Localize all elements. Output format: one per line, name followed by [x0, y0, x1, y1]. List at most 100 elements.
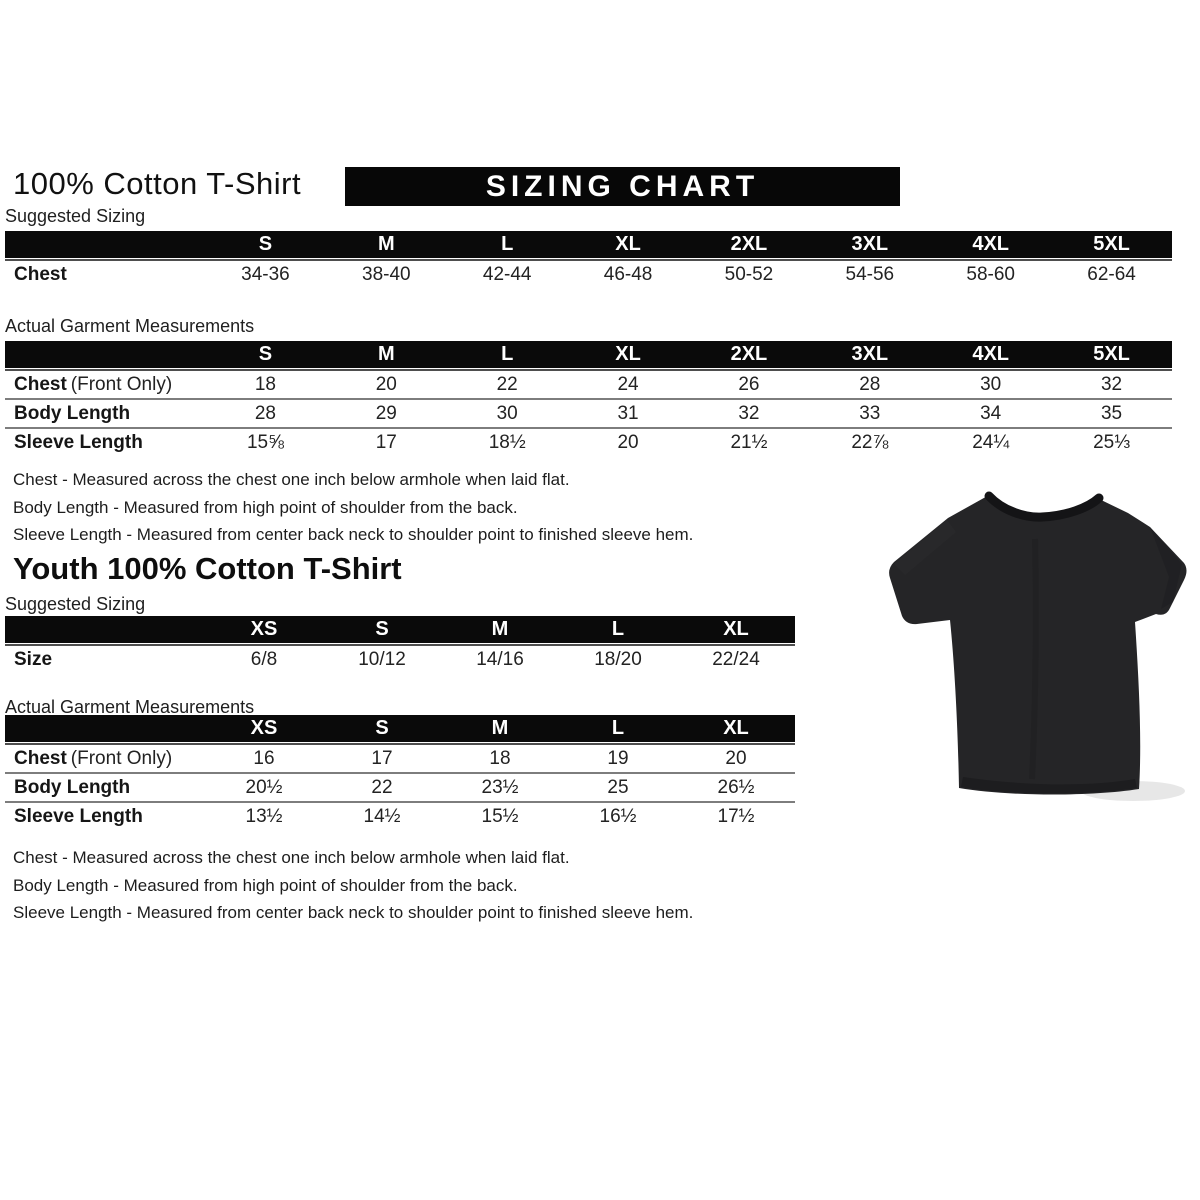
row-label: Size	[14, 648, 53, 670]
adult-suggested-sizing-label: Suggested Sizing	[5, 206, 146, 226]
table-cell: 50-52	[724, 263, 774, 285]
row-separator	[5, 801, 795, 803]
adult-measurement-notes: Chest - Measured across the chest one in…	[13, 466, 913, 549]
table-divider	[5, 743, 795, 745]
table-cell: 20	[617, 431, 639, 453]
row-cells: 34-36 38-40 42-44 46-48 50-52 54-56 58-60 62-64	[205, 264, 1172, 286]
table-cell: M	[491, 717, 509, 739]
table-cell: 34	[980, 402, 1002, 424]
table-cell: XL	[723, 717, 749, 739]
page-title: 100% Cotton T-Shirt	[13, 166, 302, 201]
table-row: Chest (Front Only) 16 17 18 19 20	[5, 745, 795, 772]
table-cell: 31	[617, 402, 639, 424]
table-header-row: XS S M L XL	[5, 616, 795, 643]
table-cell: 58-60	[966, 263, 1015, 285]
table-cell: 4XL	[972, 343, 1010, 365]
table-cell: L	[501, 233, 514, 255]
sizing-chart-banner: SIZING CHART	[345, 167, 900, 206]
row-cells: 28 29 30 31 32 33 34 35	[205, 403, 1172, 425]
table-cell: XS	[250, 717, 278, 739]
table-cell: 38-40	[362, 263, 411, 285]
table-cell: 24	[617, 373, 639, 395]
table-cell: 3XL	[851, 233, 889, 255]
header-cells: S M L XL 2XL 3XL 4XL 5XL	[205, 233, 1172, 256]
table-cell: 28	[254, 402, 276, 424]
table-cell: 16½	[599, 805, 637, 827]
table-cell: 54-56	[845, 263, 895, 285]
table-cell: 26½	[717, 776, 755, 798]
table-header-row: XS S M L XL	[5, 715, 795, 742]
table-cell: 4XL	[972, 233, 1010, 255]
table-cell: 35	[1100, 402, 1123, 424]
table-cell: S	[375, 717, 389, 739]
table-cell: 42-44	[482, 263, 532, 285]
table-header-row: S M L XL 2XL 3XL 4XL 5XL	[5, 341, 1172, 368]
table-cell: S	[375, 618, 389, 640]
table-row: Size 6/8 10/12 14/16 18/20 22/24	[5, 646, 795, 673]
table-cell: 18½	[488, 431, 526, 453]
table-cell: 5XL	[1093, 343, 1130, 365]
note-line: Chest - Measured across the chest one in…	[13, 470, 570, 489]
table-cell: 5XL	[1093, 233, 1130, 255]
youth-title: Youth 100% Cotton T-Shirt	[13, 551, 402, 586]
table-row: Body Length 28 29 30 31 32 33 34 35	[5, 400, 1172, 427]
table-header-row: S M L XL 2XL 3XL 4XL 5XL	[5, 231, 1172, 258]
youth-suggested-sizing-table: XS S M L XL Size 6/8 10/12 14/16 18/20 22/24	[5, 616, 795, 673]
table-cell: 28	[859, 373, 881, 395]
table-cell: L	[611, 618, 625, 640]
table-cell: 62-64	[1087, 263, 1136, 285]
table-cell: 20½	[245, 776, 283, 798]
table-cell: 46-48	[603, 263, 653, 285]
table-row: Chest (Front Only) 18 20 22 24 26 28 30 32	[5, 371, 1172, 398]
row-cells: 15⅝ 17 18½ 20 21½ 22⅞ 24¼ 25⅓	[205, 432, 1172, 454]
table-cell: M	[491, 618, 509, 640]
table-cell: M	[377, 343, 395, 365]
row-label: Body Length	[14, 776, 131, 798]
table-cell: 30	[980, 373, 1002, 395]
table-cell: 15½	[481, 805, 519, 827]
black-tshirt-icon	[889, 491, 1187, 801]
table-cell: 17½	[717, 805, 755, 827]
youth-measurement-notes: Chest - Measured across the chest one in…	[13, 844, 913, 927]
table-cell: 18	[254, 373, 276, 395]
table-row: Sleeve Length 15⅝ 17 18½ 20 21½ 22⅞ 24¼ 25⅓	[5, 429, 1172, 456]
table-cell: L	[501, 343, 514, 365]
row-cells: 6/8 10/12 14/16 18/20 22/24	[205, 649, 795, 671]
table-cell: 23½	[481, 776, 519, 798]
note-line: Sleeve Length - Measured from center bac…	[13, 525, 694, 544]
black-tshirt-image	[883, 477, 1193, 809]
table-cell: 17	[371, 747, 393, 769]
row-label: Body Length	[14, 402, 131, 424]
table-cell: 17	[375, 431, 397, 453]
row-cells: 20½ 22 23½ 25 26½	[205, 777, 795, 799]
note-line: Body Length - Measured from high point o…	[13, 497, 518, 517]
adult-suggested-sizing-table: S M L XL 2XL 3XL 4XL 5XL Chest 34-36 38-40 42-44 4…	[5, 231, 1172, 288]
row-label: Sleeve Length	[14, 805, 143, 827]
table-divider	[5, 644, 795, 646]
table-cell: 22/24	[712, 648, 760, 670]
row-separator	[5, 427, 1172, 429]
row-label: Chest (Front Only)	[14, 373, 173, 395]
table-cell: 26	[738, 373, 760, 395]
row-separator	[5, 398, 1172, 400]
table-row: Chest 34-36 38-40 42-44 46-48 50-52 54-56 58-6…	[5, 261, 1172, 288]
table-cell: 10/12	[358, 648, 406, 670]
table-cell: 25	[607, 776, 629, 798]
table-cell: S	[258, 343, 273, 365]
table-divider	[5, 259, 1172, 261]
header-cells: XS S M L XL	[205, 618, 795, 641]
header-cells: S M L XL 2XL 3XL 4XL 5XL	[205, 343, 1172, 366]
table-cell: M	[377, 233, 395, 255]
table-cell: 2XL	[730, 233, 768, 255]
youth-actual-measurements-table: XS S M L XL Chest (Front Only) 16 17 18 19 20 Bod…	[5, 715, 795, 830]
table-cell: XL	[615, 343, 641, 365]
table-cell: 29	[375, 402, 397, 424]
table-cell: 15⅝	[246, 431, 284, 453]
header-cells: XS S M L XL	[205, 717, 795, 740]
adult-actual-measurements-table: S M L XL 2XL 3XL 4XL 5XL Chest (Front Only) 18 20…	[5, 341, 1172, 456]
note-line: Body Length - Measured from high point o…	[13, 875, 518, 895]
youth-suggested-sizing-label: Suggested Sizing	[5, 594, 146, 614]
table-cell: 32	[738, 402, 760, 424]
table-cell: 16	[253, 747, 275, 769]
table-cell: 18/20	[594, 648, 642, 670]
